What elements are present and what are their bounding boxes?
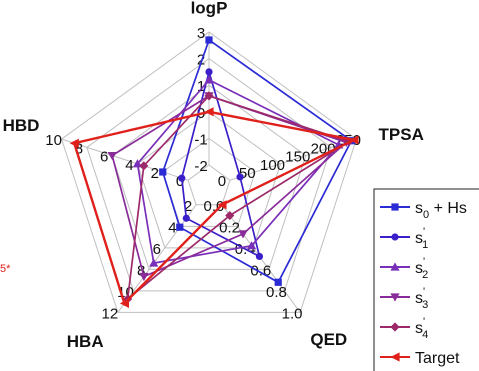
data-point (247, 241, 257, 250)
data-point (217, 200, 227, 210)
tick-label: 100 (260, 157, 285, 174)
tick-label: 3 (197, 25, 205, 42)
grid-ring (162, 137, 256, 227)
tick-label: 2 (151, 165, 159, 182)
series-line (180, 68, 261, 259)
axis-name-hba: HBA (67, 332, 104, 351)
series-line (136, 78, 341, 265)
grid-ring (60, 31, 358, 313)
grid-ring (187, 164, 231, 206)
grid-ring (111, 84, 307, 270)
legend-item: s' 1 (380, 226, 428, 251)
series-5 (69, 107, 359, 309)
tick-label: 0.8 (266, 284, 287, 301)
series-line (72, 110, 358, 306)
tick-label: 0.2 (219, 219, 240, 236)
grid-spoke (61, 138, 189, 181)
tick-label: -1 (194, 131, 207, 148)
legend-label: Target (415, 350, 460, 367)
legend-marker (390, 352, 400, 362)
tick-label: 4 (168, 219, 176, 236)
axis-name-hbd: HBD (3, 116, 40, 135)
data-point (182, 214, 190, 222)
grid-spoke (117, 204, 197, 313)
data-point (255, 252, 264, 261)
data-point (159, 168, 167, 176)
legend-label: s' 3 (415, 286, 428, 311)
tick-label: 8 (137, 262, 145, 279)
legend-item: Target (380, 350, 460, 367)
data-point (205, 36, 213, 44)
data-point (238, 230, 248, 239)
data-point (139, 161, 149, 171)
series-1 (178, 68, 264, 261)
data-point (204, 107, 214, 117)
grid-spoke (229, 138, 357, 181)
data-point (139, 272, 149, 282)
data-point (176, 223, 184, 231)
data-point (149, 258, 159, 267)
data-point (178, 174, 186, 182)
tick-label: 0.0 (204, 198, 225, 215)
series-line (161, 38, 353, 284)
tick-label: 10 (45, 132, 62, 149)
tick-label: 6 (153, 241, 161, 258)
legend-box (373, 188, 479, 371)
axis-name-logp: logP (191, 0, 228, 17)
legend-marker (390, 262, 400, 271)
legend-marker (390, 293, 400, 302)
tick-label: 6 (100, 149, 108, 166)
legend-label: s' 2 (415, 256, 428, 281)
tick-label: 8 (75, 140, 83, 157)
axis-name-qed: QED (310, 330, 347, 349)
tick-label: -2 (194, 158, 207, 175)
tick-label: 12 (102, 305, 119, 322)
legend-item: s' 2 (380, 256, 428, 281)
series-group (69, 36, 359, 309)
legend-item: s' 4 (380, 316, 428, 341)
legend-label: s' 4 (415, 316, 428, 341)
data-point (119, 298, 130, 309)
legend-item: s' 3 (380, 286, 428, 311)
tick-label: 1 (197, 78, 205, 95)
legend-marker (390, 322, 400, 332)
tick-label: 0 (218, 173, 226, 190)
axis-name-tpsa: TPSA (379, 125, 424, 144)
data-point (204, 75, 214, 84)
data-point (274, 278, 282, 286)
tick-label: 4 (125, 157, 133, 174)
data-point (69, 138, 79, 148)
data-point (107, 151, 117, 161)
data-point (204, 91, 214, 101)
data-point (205, 68, 213, 76)
legend-label: s' 1 (415, 226, 428, 251)
data-point (225, 210, 235, 221)
tick-label: 2 (184, 198, 192, 215)
tick-label: 2 (197, 52, 205, 69)
legend-marker (391, 203, 399, 211)
tick-label: 1.0 (282, 305, 303, 322)
axis-names: logP TPSA QED HBA HBD (3, 0, 424, 351)
tick-label: 0 (176, 173, 184, 190)
legend-marker (391, 233, 399, 241)
data-point (236, 173, 244, 181)
side-note: 5* (0, 263, 11, 275)
data-point (349, 135, 359, 145)
tick-label: 150 (285, 149, 310, 166)
